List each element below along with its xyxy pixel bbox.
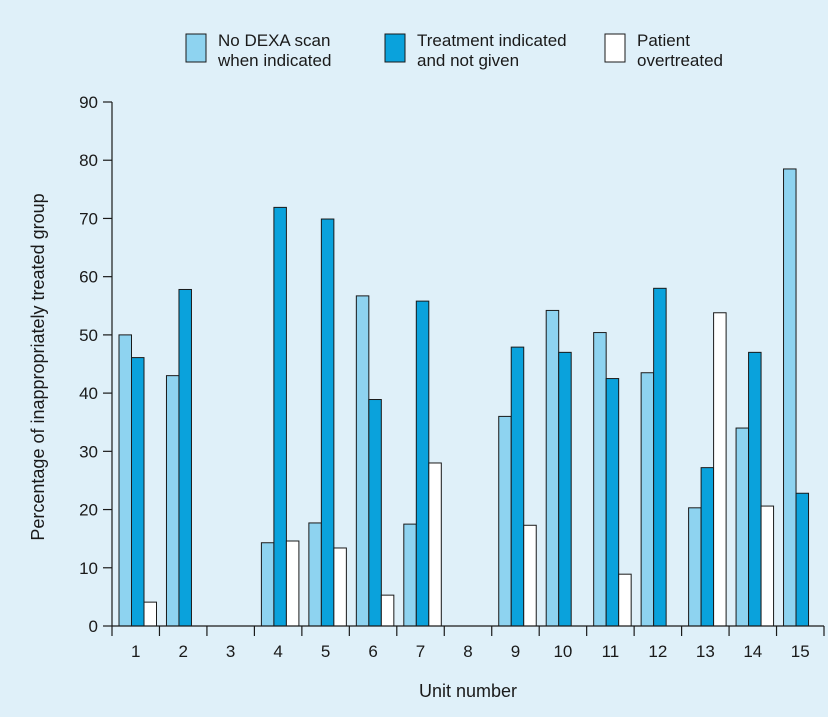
bar-treatment-not-given <box>368 399 382 627</box>
y-tick-label: 50 <box>79 326 98 345</box>
y-tick-label: 10 <box>79 559 98 578</box>
bar-patient-overtreated <box>618 573 632 627</box>
legend-label: overtreated <box>637 51 723 70</box>
bar-no-dexa-scan <box>260 542 275 627</box>
x-tick-label: 12 <box>648 642 667 661</box>
bar-no-dexa-scan <box>640 372 655 627</box>
bar-patient-overtreated <box>428 462 442 627</box>
legend-label: and not given <box>417 51 519 70</box>
bar-no-dexa-scan <box>593 332 607 627</box>
x-axis-title: Unit number <box>419 681 517 701</box>
x-tick-label: 4 <box>273 642 282 661</box>
x-tick-label: 11 <box>602 642 620 661</box>
x-tick-label: 15 <box>791 642 810 661</box>
bar-patient-overtreated <box>713 312 727 627</box>
bar-treatment-not-given <box>320 218 335 627</box>
bar-no-dexa-scan <box>308 522 322 627</box>
bar-patient-overtreated <box>143 601 157 627</box>
x-tick-label: 6 <box>368 642 377 661</box>
x-tick-label: 14 <box>743 642 762 661</box>
bar-treatment-not-given <box>748 351 762 627</box>
bar-treatment-not-given <box>510 346 525 627</box>
legend-label: Treatment indicated <box>417 31 567 50</box>
bar-treatment-not-given <box>178 288 192 627</box>
legend-swatch <box>604 33 626 63</box>
bar-no-dexa-scan <box>688 507 702 627</box>
x-tick-label: 5 <box>321 642 330 661</box>
bar-treatment-not-given <box>131 357 145 627</box>
x-tick-label: 10 <box>553 642 572 661</box>
y-tick-label: 20 <box>79 501 98 520</box>
bar-no-dexa-scan <box>783 168 797 627</box>
y-tick-label: 0 <box>89 617 98 636</box>
x-tick-label: 2 <box>178 642 187 661</box>
x-tick-label: 13 <box>696 642 715 661</box>
bar-patient-overtreated <box>285 540 300 627</box>
bar-no-dexa-scan <box>498 415 512 627</box>
y-tick-label: 30 <box>79 442 98 461</box>
bar-treatment-not-given <box>605 378 620 627</box>
x-tick-label: 3 <box>226 642 235 661</box>
bar-no-dexa-scan <box>545 309 560 627</box>
bar-patient-overtreated <box>333 547 347 627</box>
bar-treatment-not-given <box>558 351 572 627</box>
bar-treatment-not-given <box>415 300 430 627</box>
x-tick-label: 7 <box>416 642 425 661</box>
y-tick-label: 60 <box>79 268 98 287</box>
y-axis: 0 10 20 30 40 50 60 70 80 90 <box>79 93 113 636</box>
legend-swatch <box>185 33 207 63</box>
bar-treatment-not-given <box>700 467 715 627</box>
legend-label: No DEXA scan <box>218 31 330 50</box>
bars <box>118 168 810 627</box>
y-axis-title: Percentage of inappropriately treated gr… <box>28 193 48 540</box>
legend-label: when indicated <box>217 51 331 70</box>
bar-no-dexa-scan <box>735 427 750 627</box>
bar-patient-overtreated <box>380 594 395 627</box>
bar-treatment-not-given <box>653 287 667 627</box>
y-tick-label: 80 <box>79 151 98 170</box>
legend-swatch <box>384 33 406 63</box>
y-tick-label: 90 <box>79 93 98 112</box>
x-axis: 1 2 3 4 5 6 7 8 9 10 11 12 13 14 15 <box>111 625 825 661</box>
y-tick-label: 70 <box>79 209 98 228</box>
legend-label: Patient <box>637 31 690 50</box>
bar-no-dexa-scan <box>165 375 180 627</box>
bar-no-dexa-scan <box>118 334 132 627</box>
x-tick-label: 8 <box>463 642 472 661</box>
bar-no-dexa-scan <box>403 523 417 627</box>
bar-no-dexa-scan <box>355 295 370 627</box>
bar-treatment-not-given <box>795 492 810 627</box>
y-tick-label: 40 <box>79 384 98 403</box>
x-tick-label: 1 <box>131 642 140 661</box>
bar-patient-overtreated <box>760 505 775 627</box>
bar-treatment-not-given <box>273 206 287 627</box>
bar-patient-overtreated <box>523 524 537 627</box>
x-tick-label: 9 <box>511 642 520 661</box>
